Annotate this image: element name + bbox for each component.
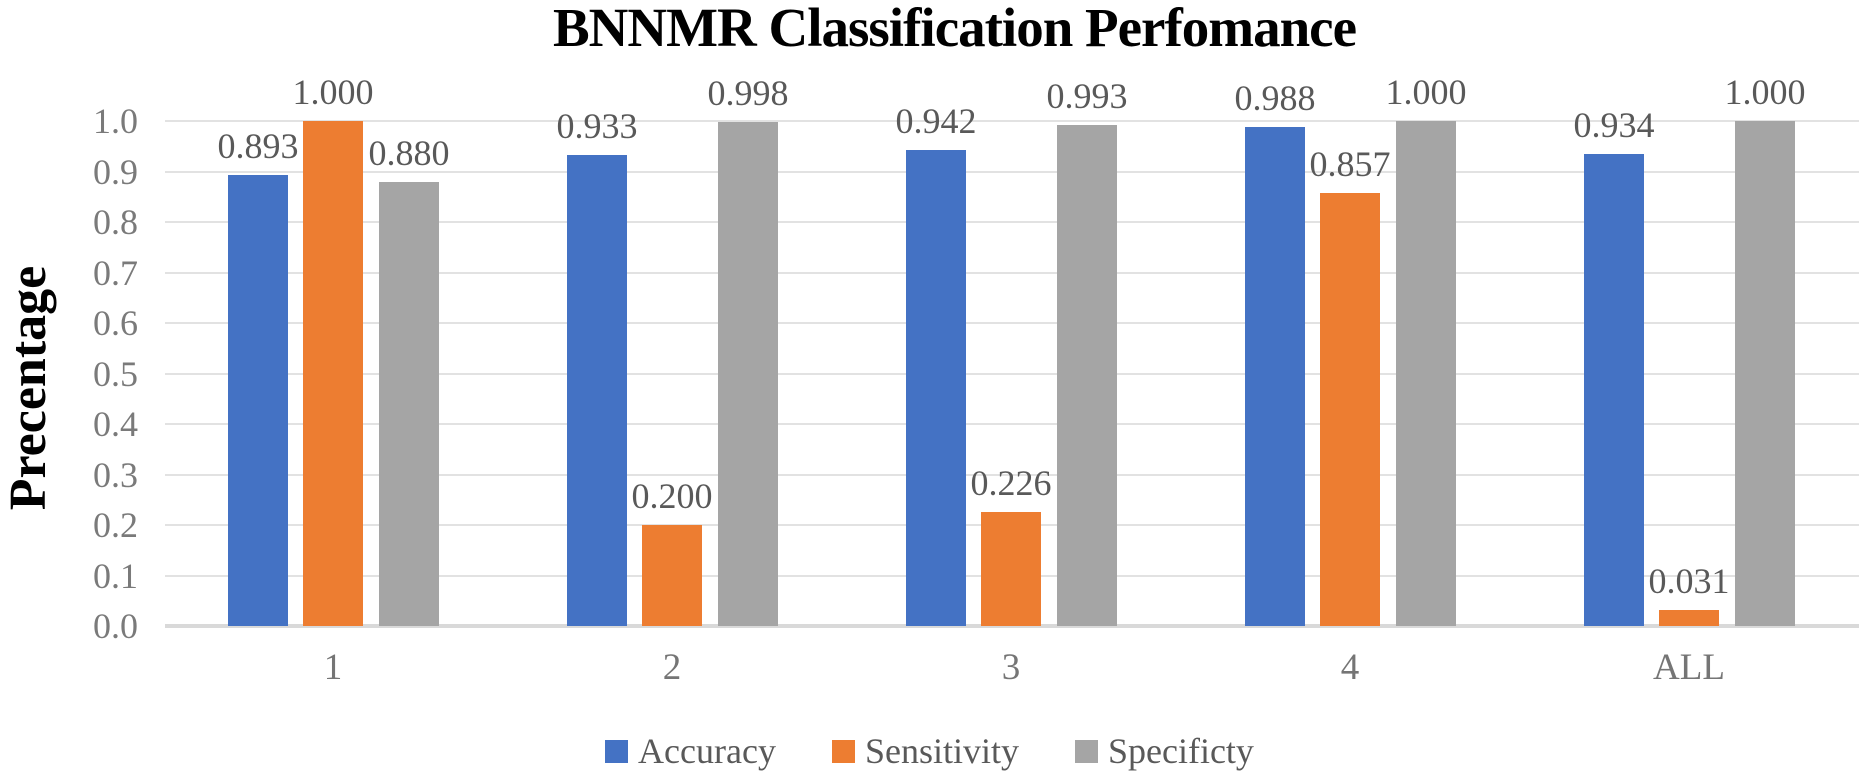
bar-value-label: 1.000	[1385, 72, 1467, 112]
bar-specificty-4	[1396, 121, 1456, 626]
gridline	[165, 473, 1859, 476]
bar-value-label: 0.880	[368, 133, 450, 173]
y-tick-label: 0.1	[93, 555, 138, 596]
x-tick-label: 4	[1340, 647, 1360, 688]
bar-value-label: 0.893	[217, 126, 299, 166]
legend: Accuracy Sensitivity Specificty	[0, 726, 1859, 776]
bar-value-label: 0.934	[1573, 105, 1655, 145]
y-tick-label: 1.0	[93, 101, 138, 141]
bar-sensitivity-2	[642, 525, 702, 626]
y-tick-label: 0.7	[93, 252, 138, 293]
bar-value-label: 0.226	[970, 463, 1052, 503]
legend-label: Accuracy	[638, 731, 776, 771]
chart-title: BNNMR Classification Perfomance	[553, 0, 1357, 58]
gridline	[165, 271, 1859, 274]
bar-accuracy-all	[1584, 154, 1644, 626]
legend-swatch-specificty	[1074, 739, 1098, 763]
bar-accuracy-4	[1245, 127, 1305, 626]
legend-swatch-accuracy	[605, 739, 629, 763]
bar-value-label: 1.000	[292, 72, 374, 112]
y-tick-label: 0.5	[93, 353, 138, 394]
gridline	[165, 221, 1859, 223]
bar-value-label: 0.988	[1234, 78, 1316, 118]
x-axis-line	[165, 624, 1859, 628]
bar-value-label: 0.998	[707, 73, 789, 113]
bar-accuracy-3	[906, 150, 966, 626]
legend-label: Specificty	[1107, 731, 1254, 771]
bar-specificty-3	[1057, 125, 1117, 626]
bar-specificty-all	[1735, 121, 1795, 626]
bar-value-label: 0.200	[631, 476, 713, 516]
bar-sensitivity-3	[981, 512, 1041, 626]
legend-swatch-sensitivity	[831, 739, 855, 763]
y-tick-label: 0.0	[93, 606, 138, 646]
gridline	[165, 170, 1859, 173]
bar-value-label: 0.942	[895, 101, 977, 141]
gridline	[165, 322, 1859, 324]
bar-accuracy-1	[228, 175, 288, 626]
y-tick-label: 0.2	[93, 505, 138, 545]
bar-value-label: 0.857	[1309, 144, 1391, 184]
legend-item-specificty: Specificty	[1074, 731, 1254, 771]
bar-value-label: 0.993	[1046, 76, 1128, 116]
y-tick-label: 0.6	[93, 303, 138, 343]
bar-value-label: 0.031	[1648, 561, 1730, 601]
gridline	[165, 372, 1859, 375]
y-tick-label: 0.9	[93, 151, 138, 192]
bar-accuracy-2	[567, 155, 627, 626]
y-tick-label: 0.3	[93, 454, 138, 495]
gridline	[165, 120, 1859, 122]
bar-value-label: 1.000	[1724, 72, 1806, 112]
legend-label: Sensitivity	[864, 731, 1019, 771]
legend-item-accuracy: Accuracy	[605, 731, 776, 771]
bar-sensitivity-4	[1320, 193, 1380, 626]
bar-sensitivity-all	[1659, 610, 1719, 626]
y-tick-label: 0.8	[93, 202, 138, 242]
x-tick-label: 3	[1001, 647, 1021, 688]
x-tick-label: ALL	[1653, 647, 1725, 688]
bar-specificty-2	[718, 122, 778, 626]
bar-specificty-1	[379, 182, 439, 626]
x-tick-label: 1	[323, 647, 343, 688]
bar-sensitivity-1	[303, 121, 363, 626]
y-tick-label: 0.4	[93, 404, 138, 444]
x-tick-label: 2	[662, 647, 682, 688]
legend-item-sensitivity: Sensitivity	[831, 731, 1019, 771]
gridline	[165, 423, 1859, 425]
bar-value-label: 0.933	[556, 106, 638, 146]
